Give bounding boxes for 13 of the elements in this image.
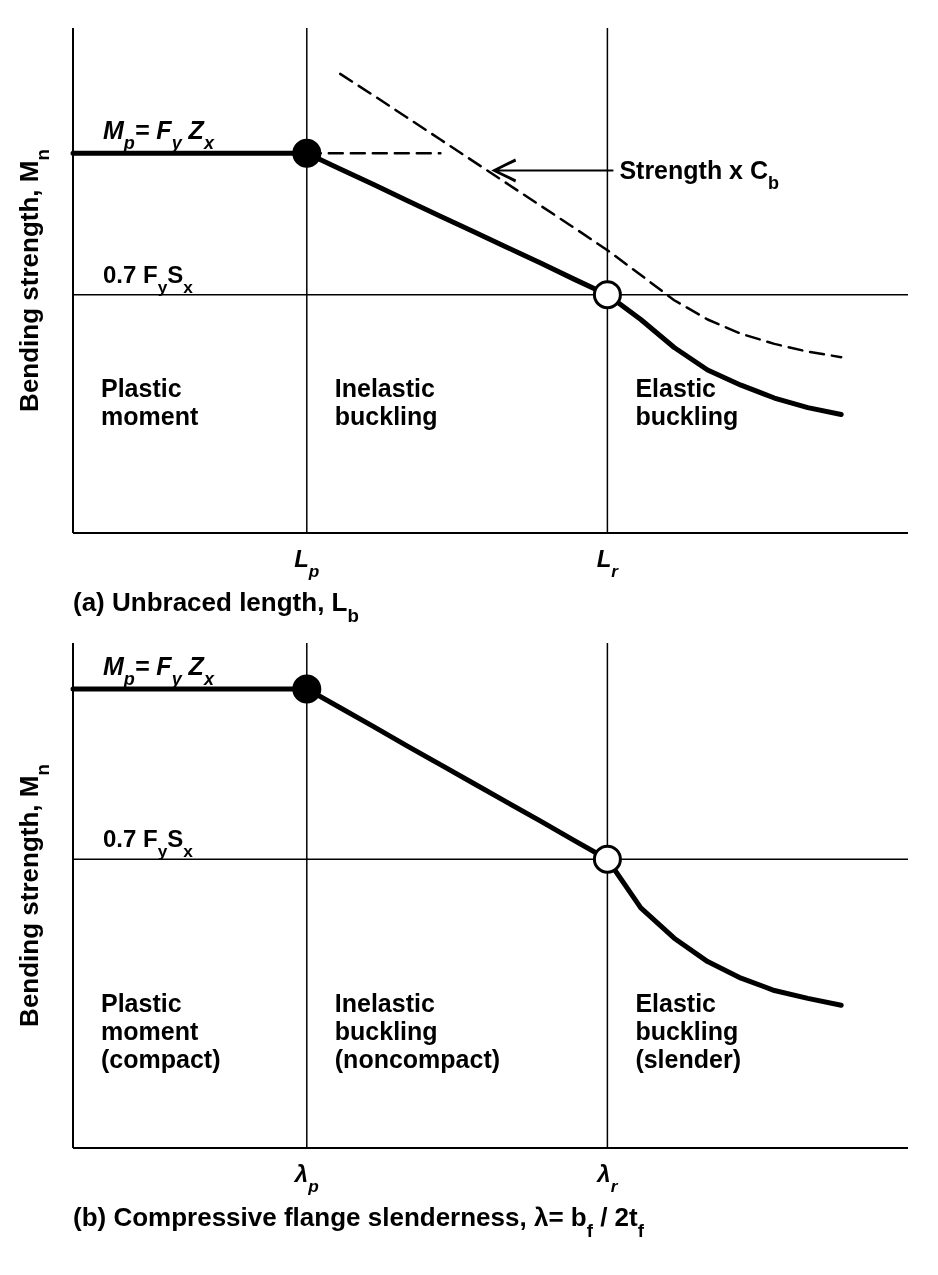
annotation: Inelastic buckling: [334, 373, 438, 430]
legend-label: Strength x C$_{b}$: [619, 156, 780, 194]
annotation: Inelastic buckling (noncompact): [334, 988, 501, 1073]
annotation: Elastic buckling: [635, 373, 739, 430]
x-tick-label: λ$_{p}$: [292, 1160, 319, 1196]
x-tick-label: λ$_{r}$: [595, 1160, 619, 1196]
annotation: Plastic moment (compact): [101, 988, 221, 1073]
annotation: Elastic buckling (slender): [635, 988, 741, 1073]
x-tick-label: L$_{p}$: [294, 545, 320, 581]
x-axis-title: (b) Compressive flange slenderness, λ= b$_{f}$ / 2t$_{f}$: [73, 1202, 645, 1241]
annotation: Plastic moment: [101, 373, 199, 430]
x-tick-label: L$_{r}$: [596, 545, 620, 581]
x-axis-title: (a) Unbraced length, L$_{b}$: [73, 587, 359, 626]
